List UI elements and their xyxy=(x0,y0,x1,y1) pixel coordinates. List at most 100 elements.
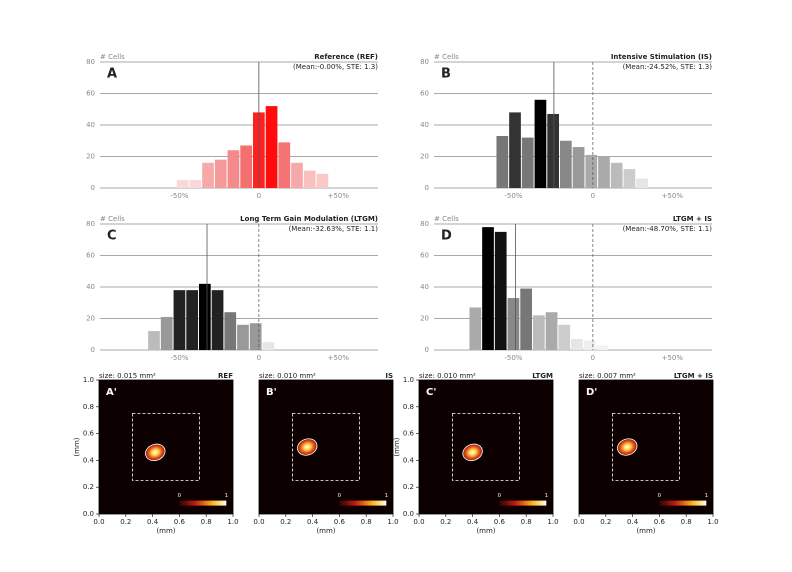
spot xyxy=(617,438,638,456)
roi-box xyxy=(452,413,520,481)
colorbar-label: 0 xyxy=(498,493,501,499)
bar xyxy=(249,323,262,350)
y-tick-label: 20 xyxy=(420,315,429,323)
bar xyxy=(265,106,278,188)
image-area xyxy=(418,379,554,515)
bar xyxy=(496,136,509,188)
x-tick-label: 0.4 xyxy=(627,518,639,526)
bar xyxy=(509,112,521,188)
spot xyxy=(462,443,483,462)
bar xyxy=(583,340,596,350)
y-tick-label: 0.4 xyxy=(83,456,95,464)
x-tick-label: 0.0 xyxy=(93,518,104,526)
x-tick-label: +50% xyxy=(328,192,350,200)
colorbar-label: 1 xyxy=(705,493,708,499)
y-tick-label: 80 xyxy=(86,220,95,228)
x-tick-label: 0.0 xyxy=(413,518,424,526)
x-tick-label: 0.8 xyxy=(521,518,532,526)
y-tick-label: 60 xyxy=(86,90,95,98)
colorbar-label: 1 xyxy=(545,493,548,499)
bar xyxy=(173,290,186,350)
bar xyxy=(596,345,609,350)
chart-title: REF xyxy=(218,372,233,380)
y-tick-label: 40 xyxy=(420,121,429,129)
x-tick-label: 0.2 xyxy=(600,518,611,526)
chart-subtitle: (Mean:-32.63%, STE: 1.1) xyxy=(289,225,379,233)
bar xyxy=(262,342,275,350)
x-tick-label: 0.0 xyxy=(573,518,584,526)
y-axis-label: # Cells xyxy=(100,53,125,61)
spot xyxy=(145,443,166,462)
x-tick-label: 0.4 xyxy=(307,518,319,526)
bar xyxy=(482,227,494,350)
bar xyxy=(545,312,558,350)
y-tick-label: 20 xyxy=(420,153,429,161)
chart-title: IS xyxy=(385,372,393,380)
chart-subtitle: (Mean:-48.70%, STE: 1.1) xyxy=(623,225,713,233)
panel-label: D' xyxy=(586,387,597,398)
x-tick-label: 0.2 xyxy=(280,518,291,526)
chart-title: LTGM + IS xyxy=(673,215,712,223)
x-axis-label: (mm) xyxy=(316,527,335,535)
bar xyxy=(494,231,507,350)
image-area xyxy=(258,379,394,515)
x-tick-label: 1.0 xyxy=(387,518,398,526)
spot xyxy=(297,438,318,456)
chart-title: Long Term Gain Modulation (LTGM) xyxy=(240,215,378,223)
x-tick-label: 1.0 xyxy=(547,518,558,526)
y-tick-label: 0.0 xyxy=(403,510,414,518)
colorbar xyxy=(659,500,707,506)
y-tick-label: 0.8 xyxy=(83,403,94,411)
y-tick-label: 20 xyxy=(86,315,95,323)
y-tick-label: 60 xyxy=(420,252,429,260)
roi-box xyxy=(292,413,360,481)
bar xyxy=(534,99,547,188)
x-tick-label: -50% xyxy=(170,192,188,200)
y-tick-label: 20 xyxy=(86,153,95,161)
bar xyxy=(189,180,202,188)
x-tick-label: -50% xyxy=(504,354,522,362)
bar xyxy=(558,324,571,350)
y-tick-label: 0.6 xyxy=(83,430,95,438)
colorbar-label: 0 xyxy=(338,493,341,499)
panel-label: A xyxy=(107,67,117,82)
y-tick-label: 0.2 xyxy=(83,483,94,491)
y-tick-label: 0 xyxy=(425,184,429,192)
y-tick-label: 60 xyxy=(86,252,95,260)
bar xyxy=(585,154,598,188)
y-tick-label: 0.2 xyxy=(403,483,414,491)
chart-title: LTGM xyxy=(532,372,553,380)
roi-box xyxy=(612,413,680,481)
colorbar xyxy=(339,500,387,506)
x-tick-label: 0.6 xyxy=(334,518,346,526)
x-tick-label: 0 xyxy=(257,192,261,200)
x-tick-label: 0.6 xyxy=(494,518,506,526)
bar xyxy=(148,331,160,350)
x-tick-label: 0 xyxy=(591,192,595,200)
y-tick-label: 0 xyxy=(91,184,95,192)
y-axis-label: # Cells xyxy=(434,53,459,61)
bar xyxy=(211,290,224,350)
y-tick-label: 0.4 xyxy=(403,456,415,464)
bar xyxy=(532,315,545,350)
bar xyxy=(240,145,253,188)
x-tick-label: +50% xyxy=(662,354,684,362)
y-tick-label: 40 xyxy=(86,283,95,291)
bar xyxy=(469,307,482,350)
x-tick-label: 0.8 xyxy=(361,518,372,526)
colorbar xyxy=(499,500,547,506)
x-tick-label: 0 xyxy=(591,354,595,362)
size-label: size: 0.015 mm² xyxy=(99,372,156,380)
chart-title: Reference (REF) xyxy=(314,53,378,61)
bar xyxy=(636,178,648,188)
x-tick-label: 0.6 xyxy=(174,518,186,526)
colorbar-label: 1 xyxy=(385,493,388,499)
size-label: size: 0.007 mm² xyxy=(579,372,636,380)
bar xyxy=(623,169,636,188)
bar xyxy=(559,140,572,188)
chart-title: LTGM + IS xyxy=(674,372,713,380)
x-axis-label: (mm) xyxy=(476,527,495,535)
x-tick-label: -50% xyxy=(170,354,188,362)
bar xyxy=(572,147,585,188)
